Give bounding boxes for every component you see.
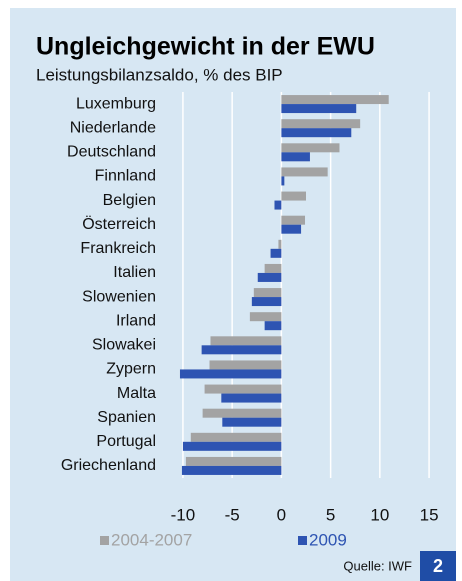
source: Quelle: IWF — [343, 558, 412, 573]
chart-subtitle: Leistungsbilanzsaldo, % des BIP — [36, 65, 283, 84]
x-tick-label: -10 — [171, 505, 196, 524]
bar — [274, 200, 282, 210]
category-label: Österreich — [82, 215, 156, 233]
bar — [281, 119, 361, 129]
bar — [209, 360, 282, 370]
category-label: Italien — [113, 264, 156, 281]
bar — [251, 297, 282, 307]
bar — [249, 312, 282, 322]
bar — [253, 288, 282, 298]
badge: 2 — [433, 556, 443, 576]
bar — [281, 128, 352, 138]
x-tick-label: 5 — [326, 505, 335, 524]
bar — [202, 408, 282, 418]
category-label: Deutschland — [67, 144, 156, 161]
x-tick-label: -5 — [225, 505, 240, 524]
bar — [278, 239, 282, 249]
bar — [179, 369, 282, 379]
legend-label: 2004-2007 — [111, 530, 192, 549]
bar — [264, 321, 282, 331]
category-label: Irland — [116, 312, 156, 329]
bar — [281, 176, 285, 186]
category-label: Griechenland — [61, 457, 156, 474]
category-label: Zypern — [106, 361, 156, 378]
legend-label: 2009 — [309, 530, 347, 549]
bar — [281, 215, 306, 225]
bar — [181, 465, 282, 475]
bar — [281, 191, 306, 201]
bar — [185, 456, 282, 466]
category-label: Slowakei — [92, 337, 156, 354]
category-label: Portugal — [96, 433, 156, 450]
bar — [201, 345, 282, 355]
bar — [281, 224, 302, 234]
legend-swatch — [298, 536, 307, 545]
category-label: Spanien — [97, 409, 156, 426]
bar — [210, 336, 282, 346]
bar — [281, 95, 389, 105]
bar — [222, 417, 282, 427]
bar — [204, 384, 282, 394]
legend-swatch — [100, 536, 109, 545]
bar — [182, 441, 282, 451]
bar — [270, 248, 282, 258]
background — [10, 8, 456, 581]
bar — [264, 263, 282, 273]
bar — [221, 393, 282, 403]
x-tick-label: 10 — [370, 505, 389, 524]
badge-box — [420, 551, 456, 581]
bar — [281, 152, 310, 162]
category-label: Luxemburg — [76, 95, 156, 112]
bar — [281, 143, 340, 153]
category-label: Malta — [117, 385, 156, 402]
bar — [281, 167, 328, 177]
category-label: Finnland — [95, 168, 156, 185]
category-label: Belgien — [103, 192, 156, 209]
chart-title: Ungleichgewicht in der EWU — [36, 33, 375, 61]
bar — [281, 104, 357, 114]
x-tick-label: 15 — [420, 505, 439, 524]
category-label: Frankreich — [80, 240, 156, 257]
x-tick-label: 0 — [277, 505, 286, 524]
category-label: Niederlande — [70, 119, 156, 136]
bar — [257, 272, 282, 282]
category-label: Slowenien — [82, 288, 156, 305]
bar — [190, 432, 282, 442]
